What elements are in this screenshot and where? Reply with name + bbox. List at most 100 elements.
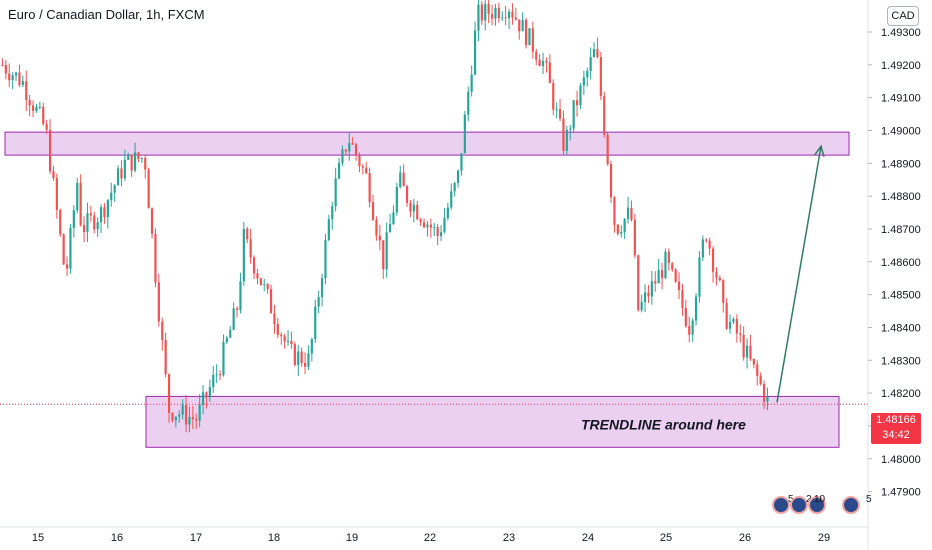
candle xyxy=(25,70,28,112)
candle xyxy=(603,91,606,138)
y-tick-label: 1.47900 xyxy=(881,487,921,499)
candle xyxy=(184,394,188,433)
candle xyxy=(487,0,490,24)
candle xyxy=(402,164,405,187)
candle xyxy=(531,21,534,59)
candle xyxy=(93,211,96,234)
candle xyxy=(307,345,310,370)
candle xyxy=(555,102,558,119)
candle xyxy=(174,416,177,428)
candle xyxy=(123,149,126,182)
candle xyxy=(756,360,759,386)
candle xyxy=(55,173,58,219)
candle xyxy=(52,165,55,181)
candle xyxy=(504,6,507,26)
candle xyxy=(361,163,364,175)
candle xyxy=(616,223,619,236)
x-tick-label: 24 xyxy=(582,532,594,544)
candle xyxy=(429,218,432,238)
candle xyxy=(439,225,443,241)
candle xyxy=(640,294,643,313)
trend-arrow[interactable] xyxy=(776,144,825,403)
candle xyxy=(242,221,245,286)
candle xyxy=(269,284,273,314)
candle xyxy=(249,228,252,264)
candle xyxy=(266,282,269,294)
candle xyxy=(409,199,412,218)
candle xyxy=(188,406,191,433)
candle xyxy=(331,201,334,230)
candle xyxy=(106,199,109,229)
candle xyxy=(701,235,704,261)
candle xyxy=(728,314,732,334)
candle xyxy=(419,217,422,227)
candle xyxy=(528,28,531,46)
candle xyxy=(38,101,41,110)
economic-events-group-1[interactable]: 5 2 10 xyxy=(772,494,832,516)
candle xyxy=(14,71,18,82)
candle xyxy=(382,240,385,279)
economic-events-group-2[interactable]: 5 xyxy=(842,494,876,516)
candle xyxy=(463,111,466,154)
candle xyxy=(127,152,130,161)
candle xyxy=(518,19,521,40)
candle xyxy=(623,218,626,239)
candle xyxy=(480,1,483,25)
y-tick-label: 1.48200 xyxy=(881,388,921,400)
candle xyxy=(684,299,687,328)
candle xyxy=(154,228,157,288)
candle xyxy=(745,338,749,369)
candle xyxy=(453,181,456,197)
candle xyxy=(157,273,160,327)
candle xyxy=(18,64,21,87)
candle xyxy=(45,119,48,134)
candle xyxy=(276,317,279,339)
candle xyxy=(320,273,324,307)
candle xyxy=(327,214,330,242)
candle xyxy=(749,334,752,361)
candle xyxy=(215,364,218,384)
candle xyxy=(722,279,725,313)
candle xyxy=(725,298,728,331)
candle xyxy=(300,347,303,367)
candle xyxy=(562,110,565,155)
y-tick-label: 1.49300 xyxy=(881,27,921,39)
candle xyxy=(735,314,738,343)
candle xyxy=(654,271,657,292)
candle xyxy=(86,202,89,242)
candle xyxy=(314,299,317,343)
candle xyxy=(667,248,670,271)
candle xyxy=(99,204,103,234)
candle xyxy=(412,198,415,223)
candle xyxy=(116,165,120,186)
candle xyxy=(28,94,31,117)
candle xyxy=(344,148,347,156)
candle xyxy=(62,233,65,265)
candle xyxy=(657,258,660,284)
candle xyxy=(348,131,351,161)
candle xyxy=(324,233,327,285)
candle xyxy=(147,167,150,209)
x-tick-label: 25 xyxy=(660,532,672,544)
candle xyxy=(8,63,11,87)
x-tick-label: 18 xyxy=(268,532,280,544)
candle xyxy=(239,272,242,314)
candle xyxy=(688,316,691,343)
candle xyxy=(110,182,113,207)
y-tick-label: 1.48000 xyxy=(881,454,921,466)
event-count: 10 xyxy=(814,494,826,505)
y-tick-label: 1.48900 xyxy=(881,158,921,170)
candle xyxy=(565,125,568,156)
overlay-layer: TRENDLINE around here xyxy=(0,144,868,432)
candle xyxy=(140,157,143,164)
zone-support[interactable] xyxy=(145,395,840,448)
candle xyxy=(341,145,344,166)
candle xyxy=(698,251,701,303)
currency-button[interactable]: CAD xyxy=(887,6,919,26)
candle xyxy=(569,124,572,141)
candle xyxy=(297,344,300,377)
candle xyxy=(579,83,582,110)
zone-resistance[interactable] xyxy=(4,131,850,156)
candle xyxy=(59,208,62,237)
